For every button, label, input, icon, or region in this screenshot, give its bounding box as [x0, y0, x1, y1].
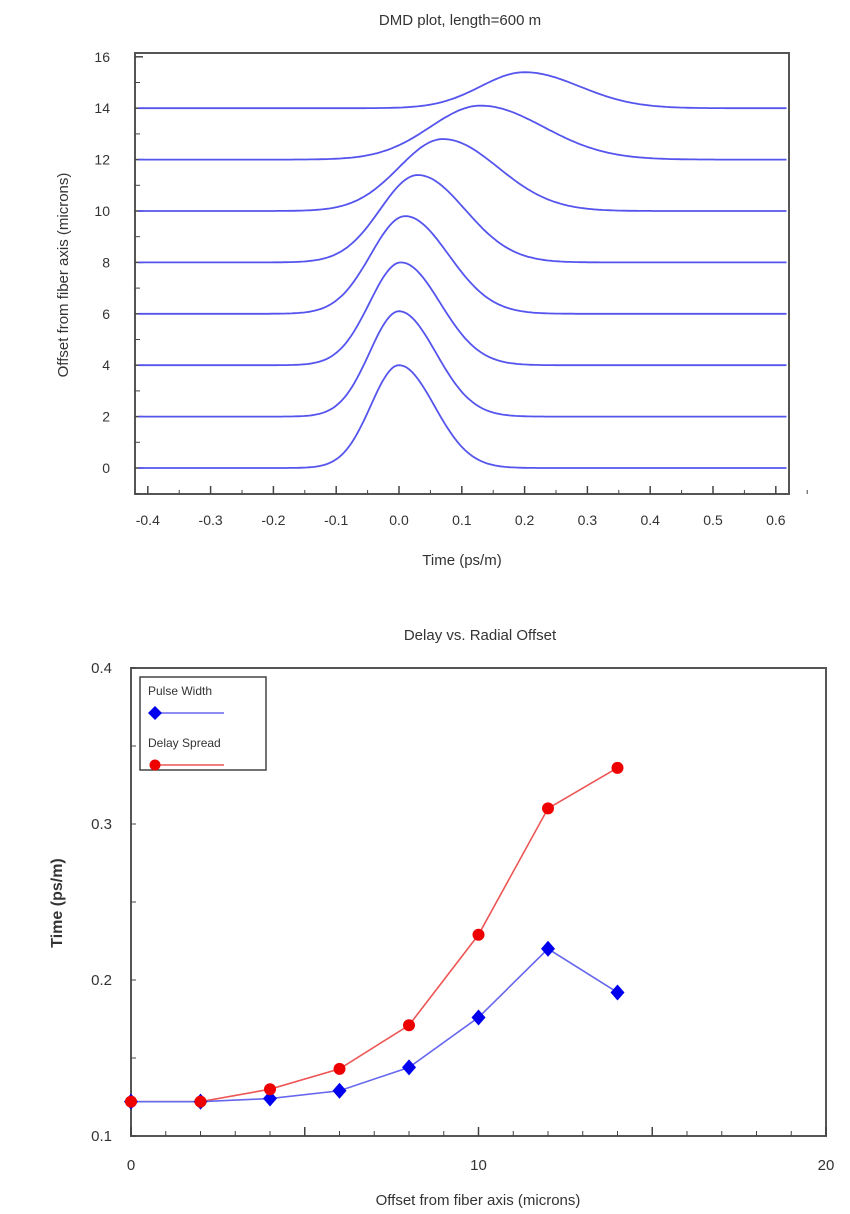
dmd-x-axis: -0.4 -0.3 -0.2 -0.1 0.0 0.1 0.2 0.3 0.4 0.5 0.6 [136, 486, 808, 528]
y-tick-label: 8 [102, 254, 110, 270]
diamond-marker-icon [402, 1059, 416, 1076]
y-tick-label: 6 [102, 306, 110, 322]
diamond-marker-icon [541, 940, 555, 957]
y-tick-label: 10 [94, 203, 110, 219]
dmd-y-axis: 0 2 4 6 8 10 12 14 16 [94, 49, 143, 495]
delay-series [124, 761, 625, 1110]
pulse-curve [138, 71, 787, 110]
delay-x-label: Offset from fiber axis (microns) [376, 1192, 581, 1209]
x-tick-label: 0.2 [515, 512, 535, 528]
delay-x-axis: 0 10 20 [127, 1127, 835, 1174]
x-tick-label: 0.0 [389, 512, 409, 528]
dmd-x-label: Time (ps/m) [422, 552, 501, 569]
dmd-y-label: Offset from fiber axis (microns) [55, 173, 72, 378]
legend: Pulse Width Delay Spread [139, 676, 267, 771]
diamond-marker-icon [610, 984, 625, 1001]
x-tick-label: 0.3 [578, 512, 598, 528]
circle-marker-icon [333, 1062, 346, 1075]
y-tick-label: 4 [102, 357, 110, 373]
x-tick-label: 0.6 [766, 512, 786, 528]
x-tick-label: 10 [470, 1157, 487, 1174]
y-tick-label: 14 [94, 100, 110, 116]
legend-delay-spread-label: Delay Spread [148, 736, 221, 750]
circle-marker-icon [194, 1095, 207, 1108]
y-tick-label: 0.1 [91, 1128, 112, 1145]
y-tick-label: 2 [102, 409, 110, 425]
circle-marker-icon [264, 1083, 276, 1096]
diamond-marker-icon [263, 1090, 277, 1107]
delay-y-axis: 0.1 0.2 0.3 0.4 [91, 660, 136, 1145]
legend-box [139, 676, 267, 771]
dmd-chart: DMD plot, length=600 m -0.4 -0.3 -0.2 -0.1 0… [55, 12, 808, 569]
circle-marker-icon [472, 928, 485, 941]
legend-pulse-width-label: Pulse Width [148, 684, 212, 698]
y-tick-label: 0.2 [91, 972, 112, 989]
x-tick-label: 0.4 [640, 512, 660, 528]
x-tick-label: -0.1 [324, 512, 348, 528]
circle-marker-icon [611, 761, 624, 774]
pulse-curve [138, 261, 787, 367]
x-tick-label: -0.4 [136, 512, 160, 528]
pulse-curve [138, 215, 787, 315]
pulse-curve [138, 138, 787, 212]
x-tick-label: 0 [127, 1157, 135, 1174]
diamond-marker-icon [148, 706, 162, 720]
diamond-marker-icon [471, 1009, 486, 1026]
x-tick-label: 20 [818, 1157, 835, 1174]
pulse-curve [138, 310, 787, 418]
y-tick-label: 0 [102, 460, 110, 476]
circle-marker-icon [149, 759, 161, 771]
delay-chart: Delay vs. Radial Offset 0 10 20 0.10.20.30… [49, 627, 834, 1209]
pulse-curve [138, 104, 787, 161]
x-tick-label: 0.5 [703, 512, 723, 528]
series-line [131, 947, 618, 1103]
pulse-curve [138, 174, 787, 264]
y-tick-label: 16 [94, 49, 110, 65]
x-tick-label: -0.3 [199, 512, 223, 528]
circle-marker-icon [125, 1095, 137, 1108]
delay-y-label: Time (ps/m) [49, 858, 66, 948]
diamond-marker-icon [332, 1082, 347, 1099]
pulse-curve [138, 364, 787, 469]
y-tick-label: 0.4 [91, 660, 112, 677]
circle-marker-icon [403, 1019, 415, 1032]
circle-marker-icon [542, 802, 554, 815]
x-tick-label: 0.1 [452, 512, 472, 528]
y-tick-label: 12 [94, 152, 110, 168]
x-tick-label: -0.2 [261, 512, 285, 528]
delay-chart-title: Delay vs. Radial Offset [404, 627, 557, 644]
series-line [131, 767, 618, 1103]
y-tick-label: 0.3 [91, 816, 112, 833]
dmd-pulse-curves [138, 71, 787, 469]
dmd-chart-title: DMD plot, length=600 m [379, 12, 541, 29]
